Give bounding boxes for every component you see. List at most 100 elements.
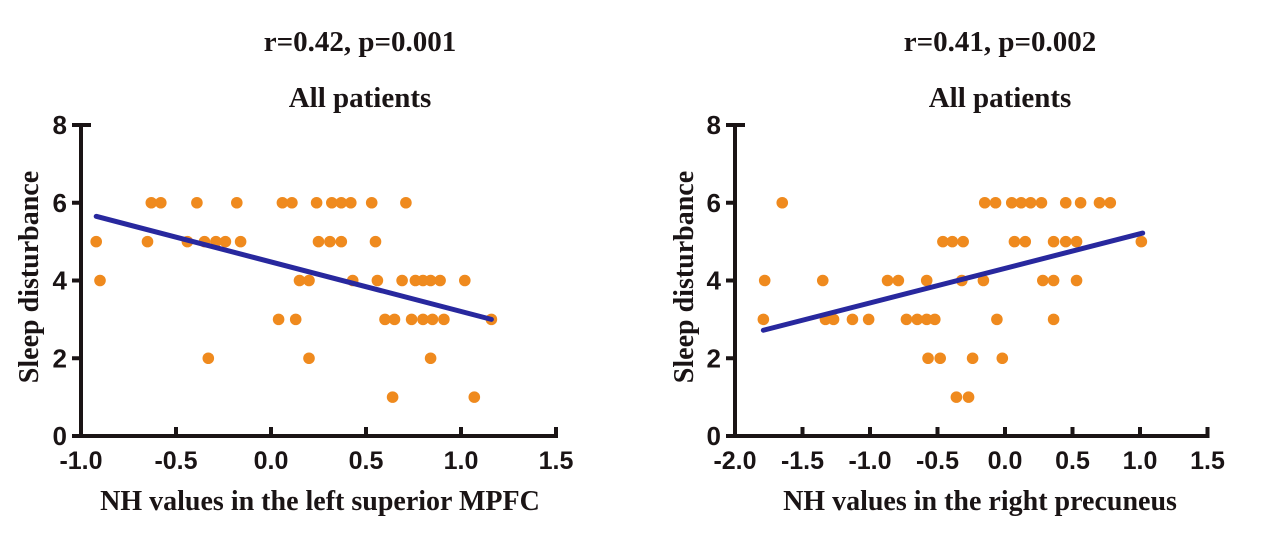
data-point [1024, 196, 1037, 209]
x-tick-label: 1.5 [539, 447, 574, 475]
y-tick-label: 6 [707, 188, 721, 218]
x-tick-label: 1.5 [1190, 447, 1225, 475]
data-point [141, 235, 154, 248]
data-point [289, 313, 302, 326]
data-point [293, 274, 306, 287]
data-point [1005, 196, 1018, 209]
data-point [326, 196, 338, 209]
data-point [379, 313, 391, 326]
scatter-chart-left-mpfc: r=0.42, p=0.001 All patients Sleep distu… [14, 26, 574, 517]
data-point [937, 235, 949, 248]
data-point [978, 196, 991, 209]
data-point [1093, 196, 1106, 209]
data-point [1047, 274, 1060, 287]
data-point [424, 352, 437, 365]
data-point [1059, 196, 1072, 209]
chart-subtitle: All patients [928, 82, 1072, 114]
scatter-plot-area-right: -2.0 -1.5 -1.0 -0.5 0.0 0.5 1.0 1.5 0 2 4 6 8 [707, 110, 1225, 475]
y-tick-label: 4 [707, 266, 722, 296]
data-point [202, 352, 215, 365]
x-tick-label: -0.5 [154, 447, 197, 475]
data-point [145, 196, 158, 209]
data-point [272, 313, 285, 326]
data-point [920, 274, 933, 287]
data-point [400, 196, 412, 209]
data-point [1047, 235, 1060, 248]
y-tick-label: 0 [53, 421, 67, 451]
data-point [1035, 196, 1048, 209]
data-point [90, 235, 102, 248]
data-point [405, 313, 418, 326]
data-point [365, 196, 378, 209]
data-point [388, 313, 401, 326]
chart-subtitle: All patients [288, 82, 432, 114]
data-point [1059, 235, 1072, 248]
y-tick-label: 6 [53, 188, 67, 218]
data-point [996, 352, 1009, 365]
data-point [1015, 196, 1027, 209]
x-tick-label: -1.0 [59, 447, 102, 475]
data-point [892, 274, 905, 287]
x-tick-label: -1.5 [781, 447, 824, 475]
data-point [816, 274, 829, 287]
data-point [94, 274, 106, 287]
data-point [234, 235, 247, 248]
axis-spine [79, 123, 558, 438]
data-point [957, 235, 969, 248]
x-tick-label: 0.5 [1055, 447, 1090, 475]
data-point [396, 274, 408, 287]
data-point [310, 196, 323, 209]
x-tick-label: -2.0 [713, 447, 756, 475]
data-point [922, 352, 934, 365]
data-point [459, 274, 471, 287]
data-point [1104, 196, 1117, 209]
data-point [776, 196, 789, 209]
data-point [345, 196, 357, 209]
data-point [977, 274, 990, 287]
data-point [757, 313, 770, 326]
data-point [303, 274, 315, 287]
chart-title: r=0.41, p=0.002 [903, 26, 1097, 58]
data-point [335, 196, 348, 209]
data-point [155, 196, 167, 209]
data-point [827, 313, 840, 326]
data-point [335, 235, 348, 248]
data-point [1135, 235, 1148, 248]
regression-line [760, 230, 1146, 333]
data-point [929, 313, 941, 326]
chart-title: r=0.42, p=0.001 [263, 26, 457, 58]
axis-spine [733, 123, 1210, 438]
regression-line [93, 213, 494, 322]
data-point [1047, 313, 1060, 326]
data-point [1008, 235, 1021, 248]
data-point [900, 313, 913, 326]
y-tick-label: 0 [707, 421, 721, 451]
data-point [1074, 196, 1087, 209]
data-point [920, 313, 933, 326]
x-axis-label: NH values in the right precuneus [783, 486, 1177, 517]
data-point [911, 313, 924, 326]
x-tick-label: 0.0 [988, 447, 1023, 475]
data-point [966, 352, 979, 365]
data-point [989, 196, 1002, 209]
data-point [438, 313, 450, 326]
x-tick-label: -0.5 [916, 447, 959, 475]
data-point [434, 274, 446, 287]
x-tick-label: 0.0 [254, 447, 289, 475]
data-point [468, 391, 481, 403]
data-point [426, 313, 439, 326]
data-point [312, 235, 325, 248]
data-point [1070, 274, 1083, 287]
data-point [881, 274, 894, 287]
scatter-chart-right-precuneus: r=0.41, p=0.002 All patients Sleep distu… [640, 0, 1280, 535]
data-point [219, 235, 232, 248]
y-tick-label: 8 [707, 110, 721, 140]
x-tick-label: -1.0 [848, 447, 891, 475]
data-point [991, 313, 1003, 326]
data-point [286, 196, 298, 209]
x-axis-label: NH values in the left superior MPFC [100, 486, 540, 517]
x-tick-label: 1.0 [1123, 447, 1158, 475]
data-point [386, 391, 399, 403]
data-point [862, 313, 875, 326]
